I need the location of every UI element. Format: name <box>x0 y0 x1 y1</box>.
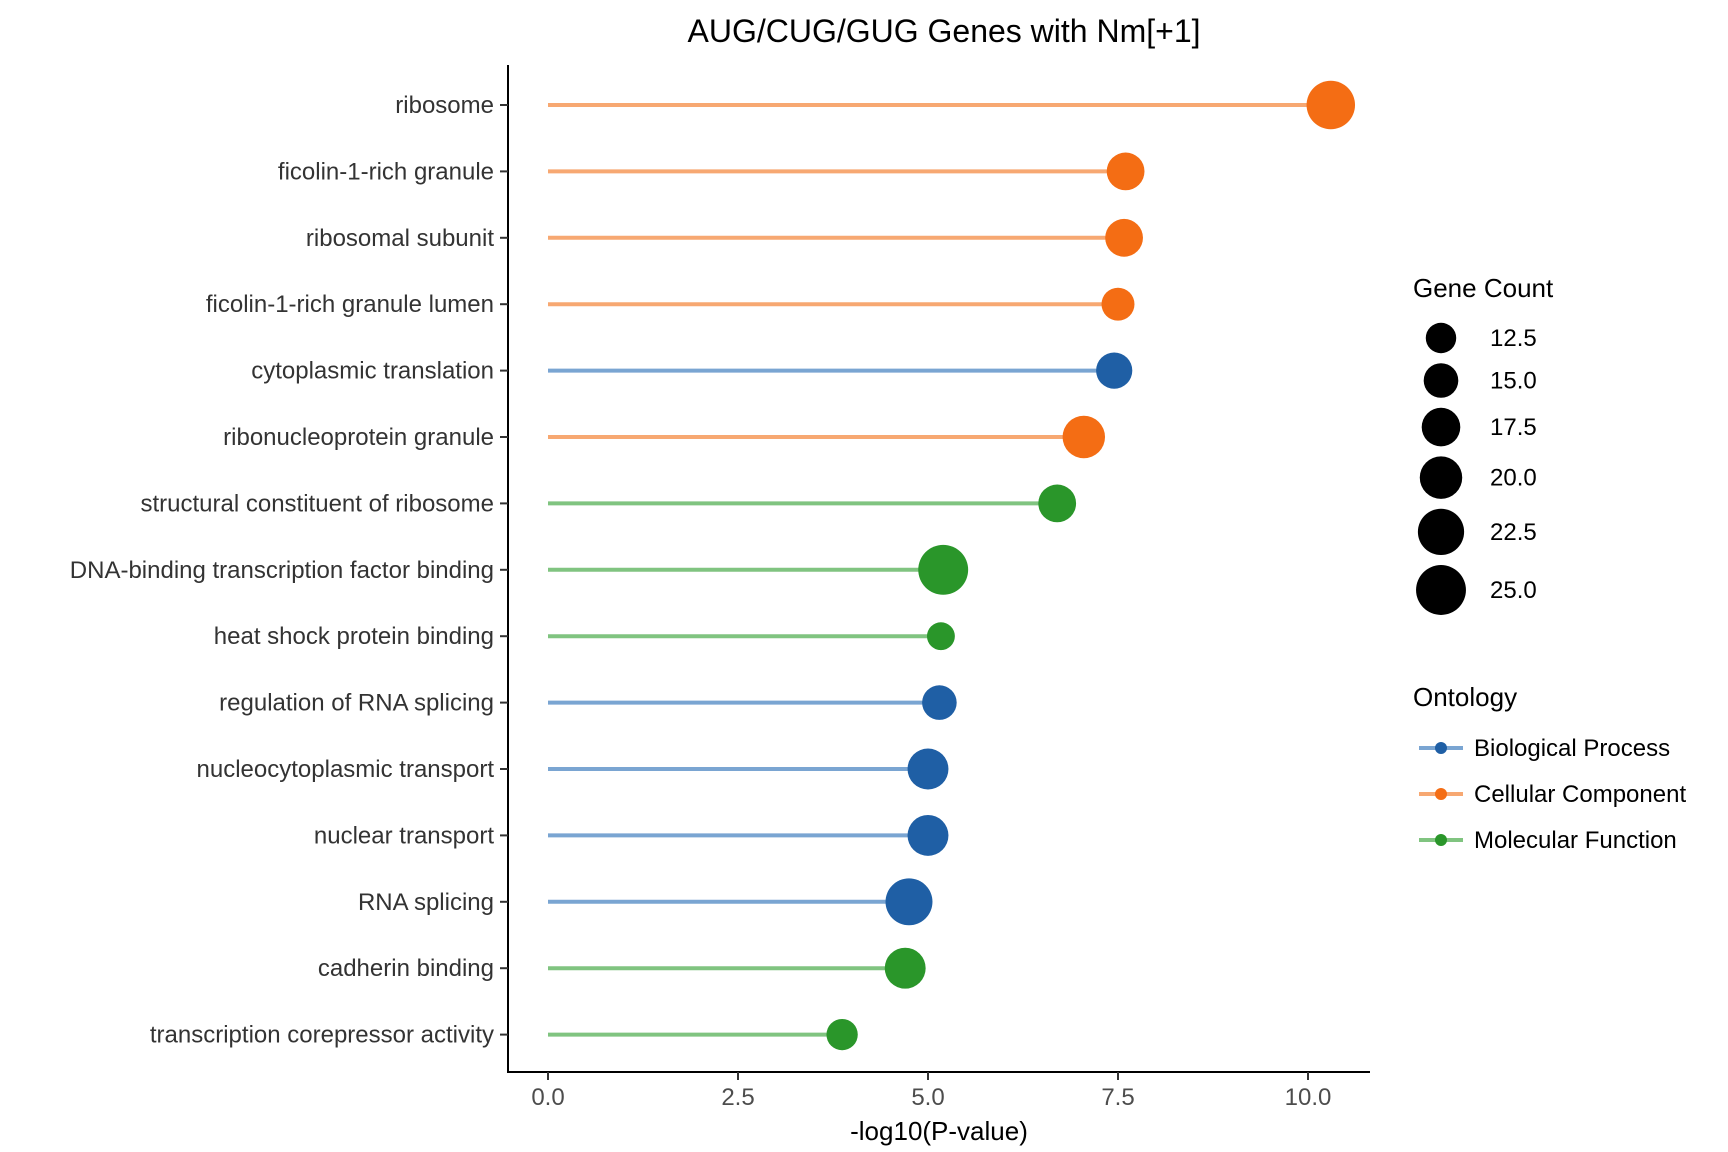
color-legend-key-point <box>1435 788 1447 800</box>
color-legend-label: Cellular Component <box>1474 781 1686 808</box>
data-point <box>907 748 949 790</box>
data-point <box>1101 287 1135 321</box>
size-legend-key <box>1421 407 1461 447</box>
color-legend-key-point <box>1435 742 1447 754</box>
size-legend-label: 12.5 <box>1490 325 1537 352</box>
data-point <box>922 685 957 720</box>
size-legend-label: 17.5 <box>1490 414 1537 441</box>
x-tick-label: 7.5 <box>1101 1084 1134 1111</box>
category-label: RNA splicing <box>358 889 494 916</box>
color-legend-key-point <box>1435 834 1447 846</box>
size-legend-key <box>1416 565 1466 615</box>
x-tick-label: 2.5 <box>721 1084 754 1111</box>
x-tick-label: 10.0 <box>1285 1084 1332 1111</box>
category-label: heat shock protein binding <box>214 623 494 650</box>
plot-area <box>548 80 1356 1051</box>
color-legend-title: Ontology <box>1413 682 1517 712</box>
category-label: ribosomal subunit <box>306 225 494 252</box>
size-legend-items: 12.5 15.0 17.5 20.0 22.5 25.0 <box>1416 322 1537 615</box>
size-legend-label: 20.0 <box>1490 465 1537 492</box>
category-label: nucleocytoplasmic transport <box>197 756 495 783</box>
size-legend-label: 15.0 <box>1490 368 1537 395</box>
data-point <box>885 878 933 926</box>
size-legend-label: 25.0 <box>1490 577 1537 604</box>
x-tick-label: 0.0 <box>531 1084 564 1111</box>
data-point <box>1096 352 1133 389</box>
category-label: nuclear transport <box>314 822 494 849</box>
color-legend: Ontology Biological Process Cellular Comp… <box>1413 682 1686 854</box>
size-legend-key <box>1417 508 1465 556</box>
data-point <box>826 1018 858 1051</box>
category-label: cadherin binding <box>318 955 494 982</box>
category-label: transcription corepressor activity <box>150 1022 494 1049</box>
y-axis-labels: ribosome ficolin-1-rich granule ribosomal … <box>70 92 508 1049</box>
category-label: structural constituent of ribosome <box>141 490 495 517</box>
category-label: ficolin-1-rich granule lumen <box>206 291 494 318</box>
data-point <box>1106 152 1145 191</box>
x-axis-ticks: 0.0 2.5 5.0 7.5 10.0 <box>531 1072 1331 1111</box>
category-label: ficolin-1-rich granule <box>278 158 494 185</box>
color-legend-items: Biological Process Cellular Component Mole… <box>1419 735 1686 854</box>
x-axis-title: -log10(P-value) <box>850 1116 1028 1146</box>
data-point <box>1038 484 1077 523</box>
size-legend-key <box>1423 363 1459 398</box>
category-label: regulation of RNA splicing <box>219 690 494 717</box>
category-label: DNA-binding transcription factor binding <box>70 557 494 584</box>
size-legend-label: 22.5 <box>1490 519 1537 546</box>
data-point <box>1105 218 1143 257</box>
data-point <box>926 622 955 651</box>
category-label: cytoplasmic translation <box>251 358 494 385</box>
data-point <box>1306 80 1356 130</box>
size-legend-key <box>1419 456 1463 499</box>
color-legend-label: Molecular Function <box>1474 827 1677 854</box>
x-tick-label: 5.0 <box>911 1084 944 1111</box>
category-label: ribosome <box>395 92 494 119</box>
size-legend: Gene Count 12.5 15.0 17.5 20.0 22.5 25.0 <box>1413 273 1554 615</box>
data-point <box>1062 415 1106 459</box>
size-legend-title: Gene Count <box>1413 273 1554 303</box>
category-label: ribonucleoprotein granule <box>223 424 494 451</box>
color-legend-label: Biological Process <box>1474 735 1670 762</box>
data-point <box>907 814 949 856</box>
data-point <box>918 544 969 595</box>
chart-title: AUG/CUG/GUG Genes with Nm[+1] <box>687 13 1200 49</box>
data-point <box>884 947 926 989</box>
size-legend-key <box>1425 322 1457 354</box>
